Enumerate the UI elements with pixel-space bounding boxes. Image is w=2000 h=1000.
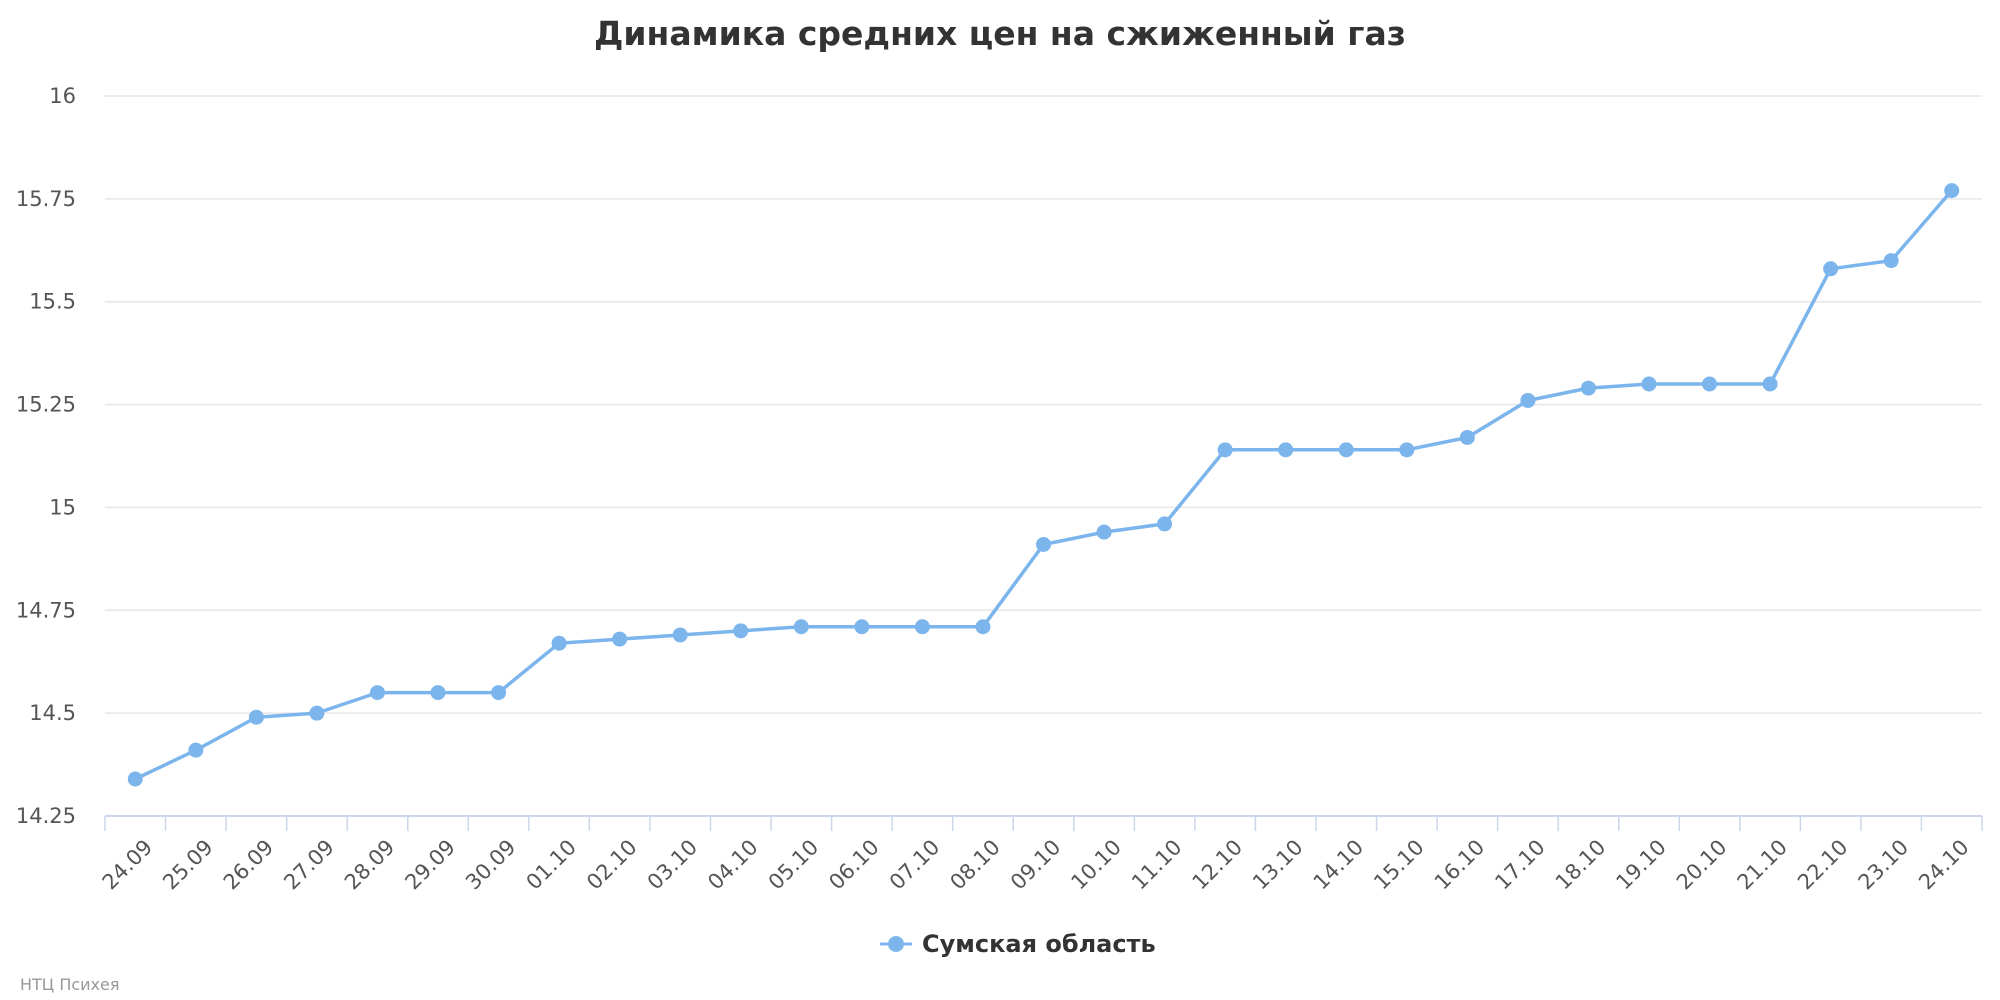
x-tick-label: 27.09 [279, 835, 338, 894]
data-point[interactable] [491, 685, 507, 701]
data-point[interactable] [914, 619, 930, 635]
data-point[interactable] [1944, 183, 1960, 199]
x-tick-label: 04.10 [703, 835, 762, 894]
data-point[interactable] [1459, 429, 1475, 445]
data-point[interactable] [1823, 261, 1839, 277]
x-tick-label: 24.10 [1914, 835, 1973, 894]
y-tick-label: 15.75 [16, 187, 76, 211]
data-point[interactable] [1883, 253, 1899, 269]
x-tick-label: 25.09 [158, 835, 217, 894]
data-point[interactable] [672, 627, 688, 643]
data-point[interactable] [188, 742, 204, 758]
data-point[interactable] [1217, 442, 1233, 458]
data-point[interactable] [309, 705, 325, 721]
x-tick-label: 24.09 [98, 835, 157, 894]
y-tick-label: 15.25 [16, 393, 76, 417]
y-tick-label: 15.5 [29, 290, 76, 314]
data-point[interactable] [1399, 442, 1415, 458]
x-tick-label: 14.10 [1309, 835, 1368, 894]
data-point[interactable] [854, 619, 870, 635]
data-point[interactable] [1762, 376, 1778, 392]
x-tick-label: 13.10 [1248, 835, 1307, 894]
x-tick-label: 15.10 [1369, 835, 1428, 894]
x-tick-label: 21.10 [1733, 835, 1792, 894]
data-point[interactable] [248, 709, 264, 725]
x-tick-label: 18.10 [1551, 835, 1610, 894]
y-tick-label: 16 [49, 84, 76, 108]
x-tick-label: 03.10 [643, 835, 702, 894]
x-tick-label: 08.10 [945, 835, 1004, 894]
data-point[interactable] [612, 631, 628, 647]
x-tick-label: 11.10 [1127, 835, 1186, 894]
x-tick-label: 05.10 [764, 835, 823, 894]
data-point[interactable] [551, 635, 567, 651]
x-tick-label: 28.09 [340, 835, 399, 894]
series-layer [127, 183, 1960, 787]
x-tick-label: 30.09 [461, 835, 520, 894]
x-tick-label: 23.10 [1854, 835, 1913, 894]
y-tick-label: 14.75 [16, 598, 76, 622]
x-tick-label: 20.10 [1672, 835, 1731, 894]
x-tick-label: 16.10 [1430, 835, 1489, 894]
x-axis: 24.09 25.09 26.09 27.09 28.09 29.09 30.09 01.10… [98, 815, 1983, 894]
legend-label: Сумская область [922, 930, 1156, 958]
x-tick-label: 06.10 [824, 835, 883, 894]
y-axis: 14.25 14.5 14.75 15 15.25 15.5 15.75 16 [16, 84, 76, 828]
x-tick-label: 29.09 [400, 835, 459, 894]
data-point[interactable] [793, 619, 809, 635]
series-line [133, 188, 1954, 781]
x-tick-label: 19.10 [1611, 835, 1670, 894]
legend-point-marker [888, 936, 904, 952]
data-point[interactable] [1278, 442, 1294, 458]
x-tick-label: 26.09 [219, 835, 278, 894]
x-tick-label: 10.10 [1066, 835, 1125, 894]
x-tick-label: 01.10 [522, 835, 581, 894]
data-point[interactable] [369, 685, 385, 701]
data-point[interactable] [1641, 376, 1657, 392]
grid-lines [105, 95, 1982, 714]
x-tick-label: 02.10 [582, 835, 641, 894]
x-tick-label: 22.10 [1793, 835, 1852, 894]
y-tick-label: 15 [49, 495, 76, 519]
credit-label[interactable]: НТЦ Психея [20, 975, 119, 994]
data-point[interactable] [1338, 442, 1354, 458]
y-tick-label: 14.5 [29, 701, 76, 725]
data-point[interactable] [1580, 380, 1596, 396]
legend[interactable]: Сумская область [880, 930, 1156, 958]
x-tick-label: 17.10 [1490, 835, 1549, 894]
x-tick-label: 07.10 [885, 835, 944, 894]
data-point[interactable] [1157, 516, 1173, 532]
data-point[interactable] [733, 623, 749, 639]
data-point[interactable] [1036, 536, 1051, 552]
data-point[interactable] [127, 771, 143, 787]
x-tick-label: 09.10 [1006, 835, 1065, 894]
chart-title: Динамика средних цен на сжиженный газ [594, 14, 1406, 53]
data-point[interactable] [1096, 524, 1112, 540]
y-tick-label: 14.25 [16, 804, 76, 828]
data-point[interactable] [1702, 376, 1718, 392]
data-point[interactable] [975, 619, 991, 635]
data-point[interactable] [1520, 392, 1536, 408]
x-tick-label: 12.10 [1188, 835, 1247, 894]
data-point[interactable] [430, 685, 446, 701]
